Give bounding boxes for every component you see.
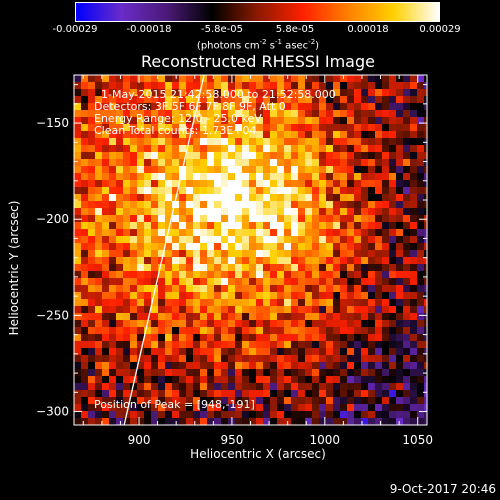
colorbar-units: (photons cm-2 s-1 asec-2) (196, 38, 320, 52)
y-tick-label: −150 (36, 116, 69, 130)
x-tick-label: 1050 (402, 433, 433, 447)
info-line-time: 1-May-2015 21:42:58.000 to 21:52:58.000 (101, 88, 336, 101)
colorbar-tick: 0.00018 (347, 24, 389, 35)
y-tick-label: −200 (36, 212, 69, 226)
colorbar (75, 2, 440, 22)
x-tick-label: 950 (220, 433, 243, 447)
heatmap-cells (74, 75, 428, 426)
y-tick-label: −300 (36, 405, 69, 419)
info-line-counts: Clean Total counts: 1.73E+04 (94, 124, 257, 137)
colorbar-tick: 5.8e-05 (275, 24, 315, 35)
chart-title: Reconstructed RHESSI Image (141, 52, 375, 71)
limb-line (123, 74, 205, 426)
timestamp: 9-Oct-2017 20:46 (389, 482, 496, 496)
colorbar-tick: 0.00029 (419, 24, 461, 35)
info-line-detectors: Detectors: 3F 5F 6F 7F 8F 9F, Att 0 (94, 100, 286, 113)
x-tick-label: 1000 (310, 433, 341, 447)
info-line-energy: Energy Range: 12.0 - 25.0 keV (94, 112, 262, 125)
colorbar-tick: -5.8e-05 (201, 24, 243, 35)
colorbar-tick: -0.00029 (52, 24, 98, 35)
y-tick-label: −250 (36, 308, 69, 322)
x-axis-label: Heliocentric X (arcsec) (190, 447, 326, 461)
colorbar-tick: -0.00018 (126, 24, 172, 35)
x-tick-label: 900 (128, 433, 151, 447)
peak-position-text: Position of Peak = [948,-191] (94, 398, 255, 411)
y-axis-label: Heliocentric Y (arcsec) (7, 200, 21, 336)
